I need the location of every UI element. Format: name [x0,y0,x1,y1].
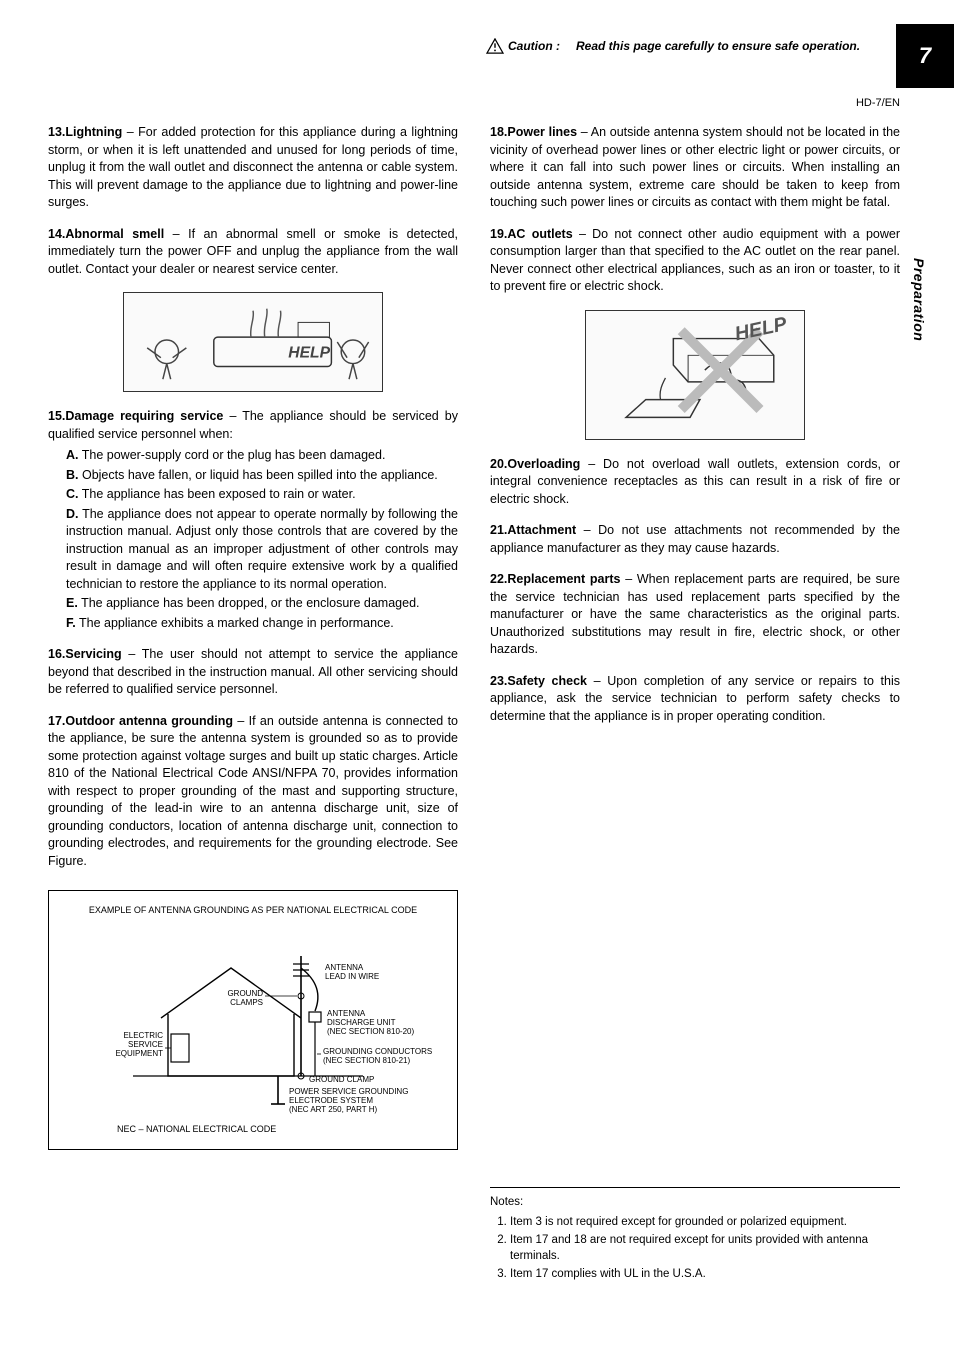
item-16: 16.Servicing – The user should not attem… [48,646,458,699]
nec-grounding-figure: EXAMPLE OF ANTENNA GROUNDING AS PER NATI… [48,890,458,1150]
lbl-ground-clamps: GROUNDCLAMPS [227,989,263,1007]
right-column: 18.Power lines – An outside antenna syst… [490,124,900,1284]
notes-block: Notes: Item 3 is not required except for… [490,1187,900,1284]
svg-text:HELP: HELP [288,345,330,362]
sub-d: D. The appliance does not appear to oper… [66,506,458,594]
notes-rule [490,1187,900,1188]
nec-title: EXAMPLE OF ANTENNA GROUNDING AS PER NATI… [59,905,447,916]
item-num: 20. [490,457,507,471]
document-reference: HD-7/EN [856,96,900,111]
left-column: 13.Lightning – For added protection for … [48,124,458,1284]
note-item: Item 17 complies with UL in the U.S.A. [510,1266,900,1282]
item-22: 22.Replacement parts – When replacement … [490,571,900,659]
item-num: 16. [48,647,65,661]
note-item: Item 17 and 18 are not required except f… [510,1232,900,1264]
item-17: 17.Outdoor antenna grounding – If an out… [48,713,458,871]
notes-list: Item 3 is not required except for ground… [490,1214,900,1282]
sub-a: A. The power-supply cord or the plug has… [66,447,458,465]
item-15: 15.Damage requiring service – The applia… [48,408,458,443]
caution-label: Caution : [508,38,560,55]
caution-text: Read this page carefully to ensure safe … [576,38,860,55]
item-title: Safety check [507,674,587,688]
lbl-grounding-conductors: GROUNDING CONDUCTORS(NEC SECTION 810-21) [323,1047,432,1065]
sub-e: E. The appliance has been dropped, or th… [66,595,458,613]
item-13: 13.Lightning – For added protection for … [48,124,458,212]
item-body: – If an outside antenna is connected to … [48,714,458,868]
item-21: 21.Attachment – Do not use attachments n… [490,522,900,557]
item-title: Servicing [65,647,121,661]
sub-f: F. The appliance exhibits a marked chang… [66,615,458,633]
lbl-discharge: ANTENNADISCHARGE UNIT(NEC SECTION 810-20… [327,1009,414,1036]
nec-footer: NEC – NATIONAL ELECTRICAL CODE [59,1124,447,1135]
warning-triangle-icon [486,38,504,54]
item-title: Abnormal smell [65,227,164,241]
lbl-electric-service: ELECTRICSERVICEEQUIPMENT [115,1031,163,1058]
iron-receiver-illustration: HELP [585,310,805,440]
item-18: 18.Power lines – An outside antenna syst… [490,124,900,212]
note-item: Item 3 is not required except for ground… [510,1214,900,1230]
item-num: 18. [490,125,507,139]
item-title: Overloading [507,457,580,471]
lbl-power-service: POWER SERVICE GROUNDINGELECTRODE SYSTEM(… [289,1087,408,1114]
item-num: 19. [490,227,507,241]
item-20: 20.Overloading – Do not overload wall ou… [490,456,900,509]
content-columns: 13.Lightning – For added protection for … [48,124,900,1284]
lbl-antenna-lead: ANTENNALEAD IN WIRE [325,963,379,981]
lbl-ground-clamp: GROUND CLAMP [309,1075,374,1084]
section-tab: Preparation [908,258,928,341]
item-num: 21. [490,523,507,537]
item-num: 17. [48,714,65,728]
help-cartoon-illustration: HELP [123,292,383,392]
caution-header: Caution : Read this page carefully to en… [486,38,884,55]
page-tab: 7 [896,24,954,88]
item-num: 15. [48,409,65,423]
page-number: 7 [919,41,931,72]
item-title: Lightning [65,125,122,139]
item-19: 19.AC outlets – Do not connect other aud… [490,226,900,296]
nec-diagram: ANTENNALEAD IN WIRE GROUNDCLAMPS ANTENNA… [63,926,443,1116]
item-title: Damage requiring service [65,409,223,423]
item-num: 22. [490,572,507,586]
sub-b: B. Objects have fallen, or liquid has be… [66,467,458,485]
item-title: Outdoor antenna grounding [65,714,233,728]
item-num: 23. [490,674,507,688]
item-title: Power lines [507,125,577,139]
item-title: Attachment [507,523,576,537]
sub-c: C. The appliance has been exposed to rai… [66,486,458,504]
item-title: AC outlets [507,227,572,241]
item-num: 14. [48,227,65,241]
notes-title: Notes: [490,1194,900,1210]
item-23: 23.Safety check – Upon completion of any… [490,673,900,726]
item-14: 14.Abnormal smell – If an abnormal smell… [48,226,458,279]
item-num: 13. [48,125,65,139]
item-title: Replacement parts [507,572,620,586]
